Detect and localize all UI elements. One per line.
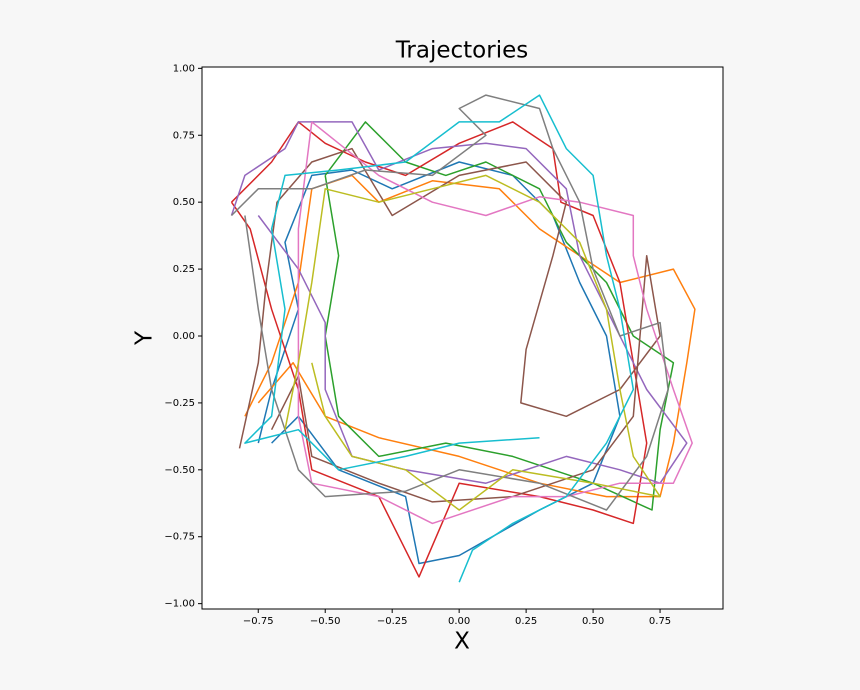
trajectory	[244, 94, 635, 583]
x-axis-label: X	[454, 629, 470, 655]
x-tick-label: −0.25	[377, 616, 408, 627]
axes-frame	[201, 66, 724, 610]
y-tick-label: −0.50	[164, 465, 195, 476]
trajectory	[284, 174, 661, 511]
trajectory	[297, 121, 693, 525]
y-tick-label: −0.75	[164, 532, 195, 543]
trajectory	[257, 161, 621, 565]
y-tick-label: 0.25	[173, 264, 195, 275]
x-tick-label: 0.75	[649, 616, 671, 627]
trajectory	[238, 147, 661, 503]
chart-title: Trajectories	[395, 38, 528, 64]
trajectory	[230, 94, 669, 511]
y-tick-label: 0.75	[173, 130, 195, 141]
y-tick-label: 1.00	[173, 63, 195, 74]
y-axis-label: Y	[132, 330, 158, 346]
y-tick-label: 0.00	[173, 331, 195, 342]
trajectory	[324, 121, 675, 511]
x-tick-label: −0.50	[310, 616, 341, 627]
y-tick-label: 0.50	[173, 197, 195, 208]
x-tick-label: 0.25	[515, 616, 537, 627]
x-tick-label: 0.00	[448, 616, 470, 627]
x-tick-label: −0.75	[243, 616, 274, 627]
y-tick-label: −0.25	[164, 398, 195, 409]
x-tick-label: 0.50	[582, 616, 604, 627]
y-tick-label: −1.00	[164, 599, 195, 610]
